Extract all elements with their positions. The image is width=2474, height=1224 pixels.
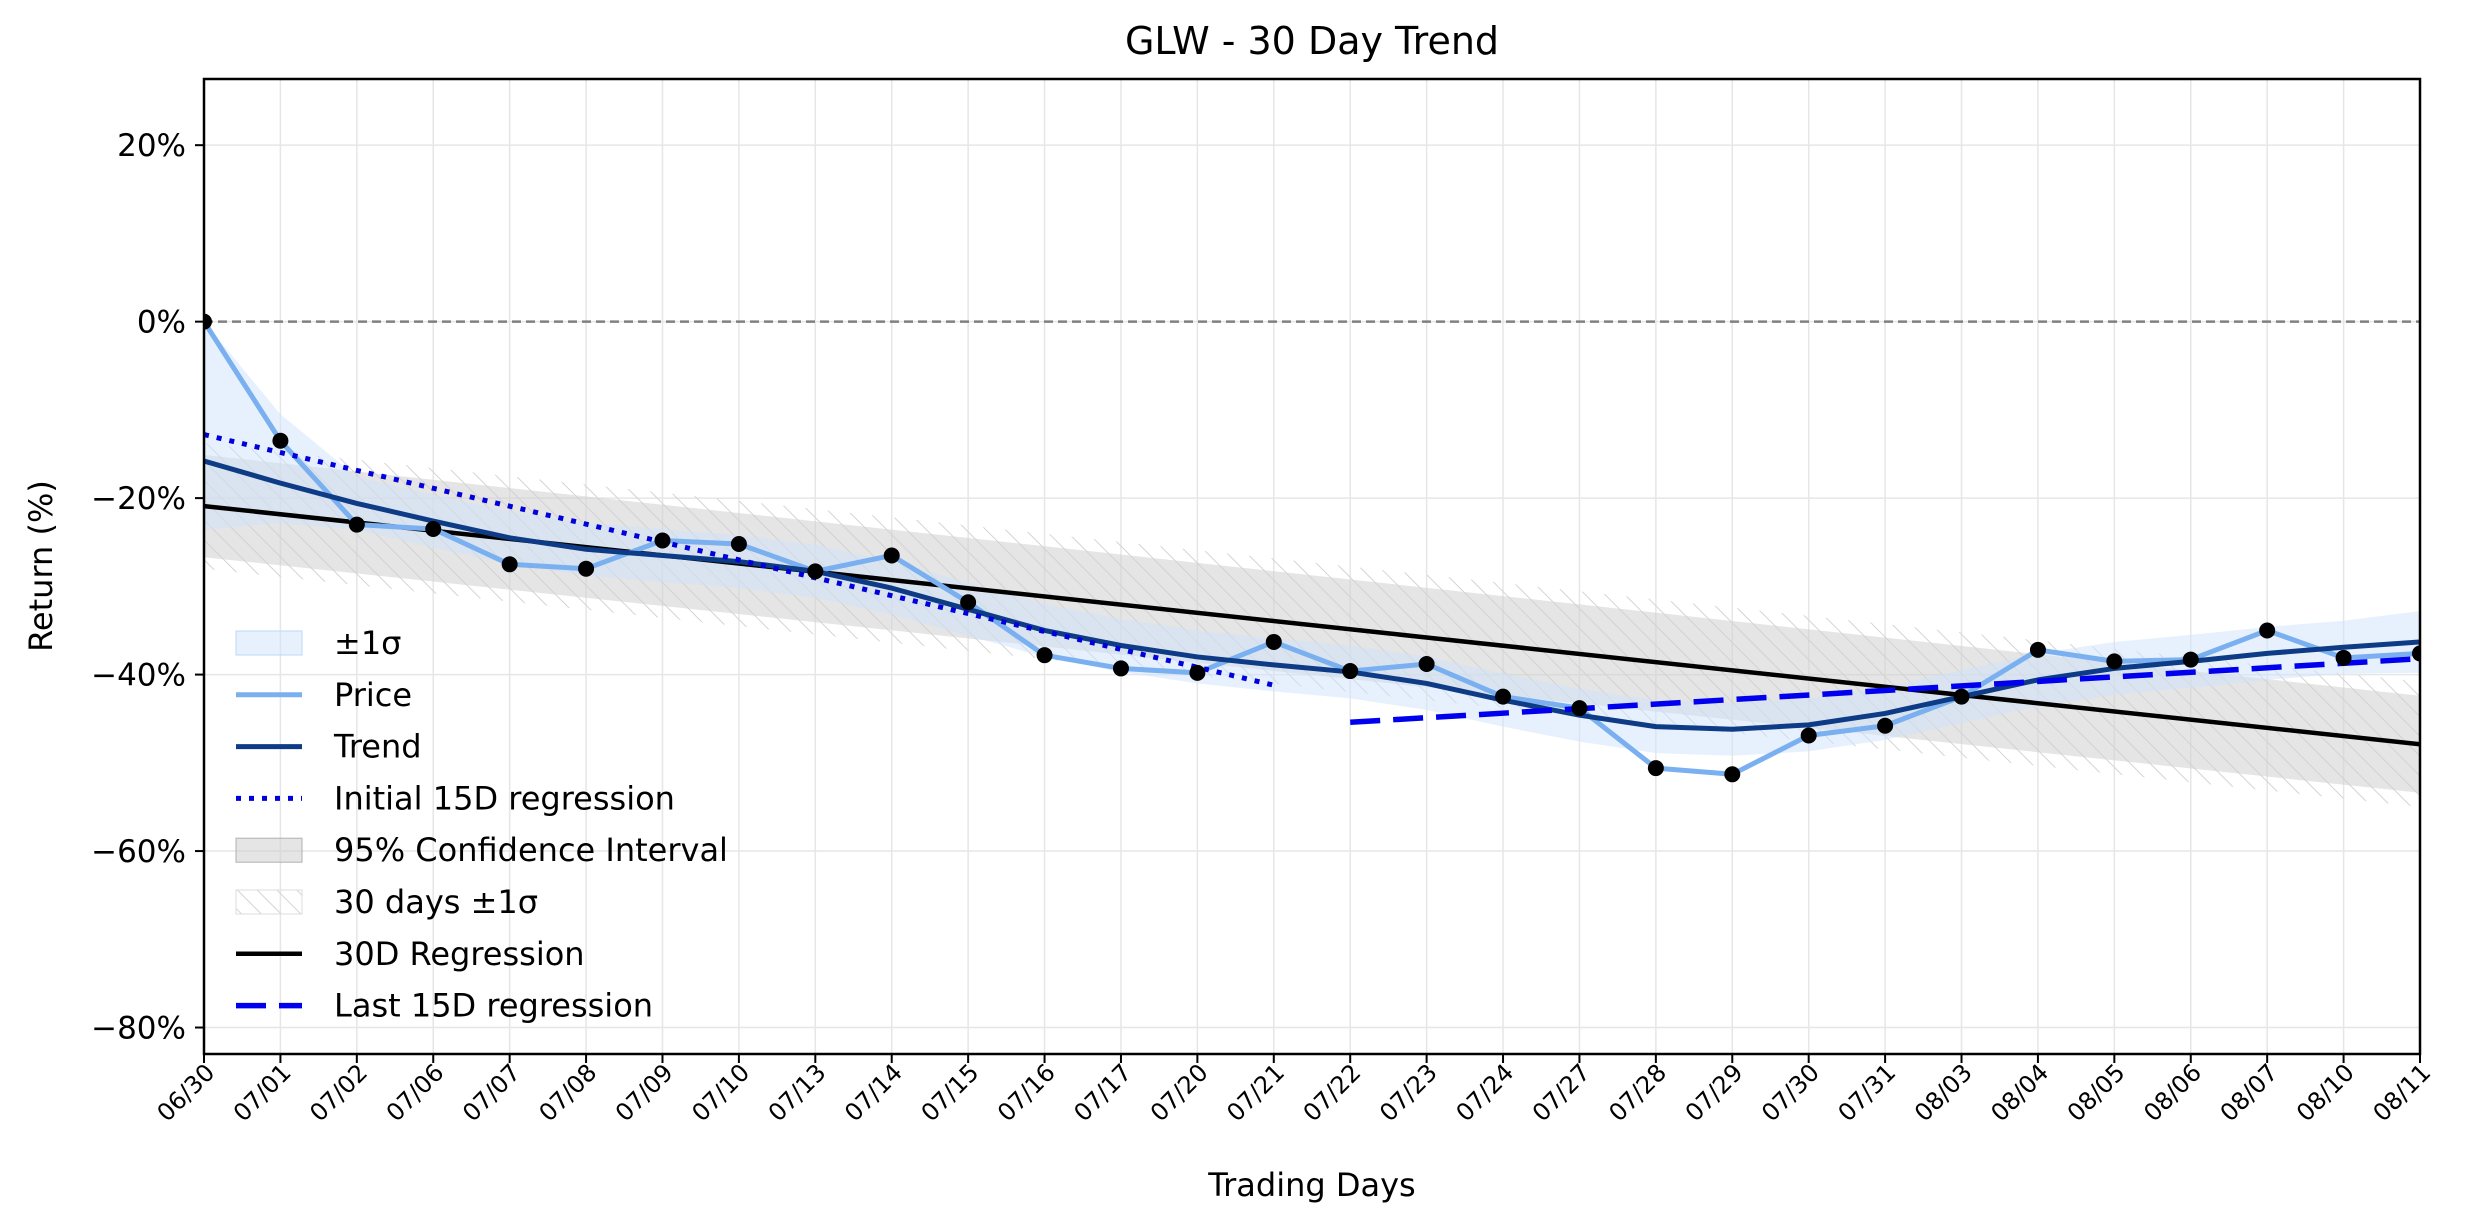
x-tick-label: 07/10 [686,1058,755,1127]
y-tick-label: 20% [117,128,186,164]
x-tick-label: 07/23 [1374,1058,1443,1127]
x-tick-label: 07/30 [1756,1058,1825,1127]
price-line [204,320,2420,777]
price-point [1724,766,1741,783]
x-axis-label: Trading Days [1207,1166,1415,1204]
legend-label: Initial 15D regression [334,779,675,817]
legend-swatch-30d-sigma [235,889,303,915]
price-point [1342,663,1359,680]
price-point [2106,653,2123,670]
initial-15d-regression-line [204,432,1275,688]
plot-area [204,79,2420,1054]
x-tick-label: 07/16 [992,1058,1061,1127]
legend-swatch-confidence [235,837,303,863]
price-point [425,521,442,537]
x-tick-label: 07/17 [1068,1058,1137,1127]
price-point [730,536,747,552]
legend-label: 30D Regression [334,935,585,973]
x-tick-label: 08/04 [1985,1058,2054,1127]
price-point [2182,651,2199,668]
price-point [2259,622,2276,639]
legend-label: 95% Confidence Interval [334,831,728,869]
y-tick-label: −20% [91,481,186,517]
price-point [272,432,289,449]
x-tick-label: 07/28 [1603,1058,1672,1127]
x-tick-label: 08/07 [2215,1058,2284,1127]
price-point [2335,649,2352,666]
x-tick-label: 07/15 [916,1058,985,1127]
price-point [883,547,900,564]
price-point [2029,641,2046,658]
x-tick-label: 08/05 [2062,1058,2131,1127]
x-tick-label: 07/07 [457,1058,526,1127]
price-point [807,563,824,580]
x-tick-label: 07/01 [228,1058,297,1127]
y-tick-label: −40% [91,658,186,694]
x-tick-label: 07/29 [1680,1058,1749,1127]
x-tick-label: 07/21 [1221,1058,1290,1127]
x-tick-label: 08/03 [1909,1058,1978,1127]
x-tick-label: 06/30 [152,1058,221,1127]
x-tick-label: 08/10 [2291,1058,2360,1127]
price-point [578,560,595,577]
legend-label: 30 days ±1σ [334,883,538,921]
legend-label: Last 15D regression [334,987,653,1025]
price-point [1647,760,1664,777]
x-tick-label: 07/27 [1527,1058,1596,1127]
x-tick-label: 07/08 [534,1058,603,1127]
y-tick-label: −80% [91,1011,186,1047]
y-tick-label: −60% [91,834,186,870]
x-tick-label: 07/22 [1298,1058,1367,1127]
legend-swatch-sigma [235,630,303,656]
x-tick-label: 07/24 [1451,1058,1520,1127]
y-tick-label: 0% [137,305,186,341]
x-tick-label: 07/06 [381,1058,450,1127]
x-tick-label: 07/02 [304,1058,373,1127]
price-point [1265,633,1282,650]
price-point [204,313,212,330]
price-point [1036,647,1053,664]
plot-frame [202,77,2422,1056]
y-axis-label: Return (%) [22,480,60,652]
price-point [1953,688,1970,705]
x-tick-label: 07/14 [839,1058,908,1127]
x-tick-label: 08/11 [2368,1058,2437,1127]
legend: ±1σ Price Trend Initial 15D regression 95% C… [235,624,728,1025]
price-point [1112,660,1129,677]
price-point [1189,664,1206,681]
price-point [2412,645,2420,662]
legend-label: ±1σ [334,624,401,662]
price-point [1418,656,1435,672]
price-point [348,516,365,533]
x-tick-label: 07/31 [1833,1058,1902,1127]
price-point [1495,688,1512,705]
price-point [501,556,518,573]
chart-title: GLW - 30 Day Trend [1125,19,1499,63]
legend-label: Price [334,676,412,714]
x-tick-label: 07/13 [763,1058,832,1127]
price-point [1800,727,1817,744]
last-15d-regression-line [1350,655,2420,725]
price-point [1877,717,1894,734]
price-point [960,594,977,611]
x-tick-label: 08/06 [2138,1058,2207,1127]
x-tick-label: 07/20 [1145,1058,1214,1127]
price-point [1571,700,1588,717]
sigma-band [204,321,2420,756]
x-tick-label: 07/09 [610,1058,679,1127]
price-point [654,532,671,549]
legend-label: Trend [333,728,422,766]
